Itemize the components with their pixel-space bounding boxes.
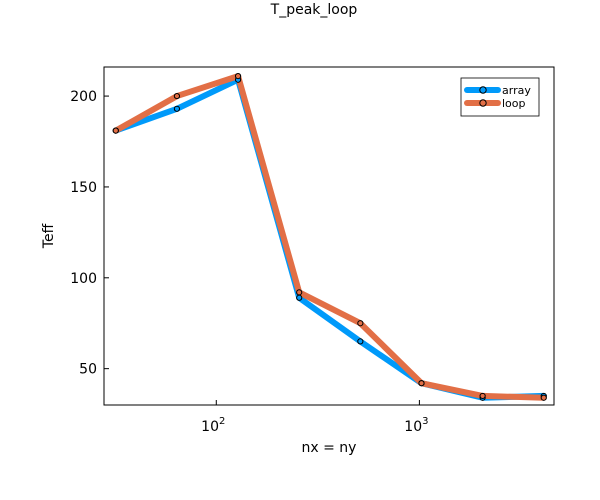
series-line-loop [112,73,547,401]
legend-marker-array [479,86,487,94]
x-tick-base: 10 [201,419,219,435]
data-point-loop [112,127,119,134]
y-tick-label: 100 [70,271,97,287]
y-tick-label: 150 [70,180,97,196]
data-point-array [357,338,364,345]
x-axis-label: nx = ny [302,440,357,456]
data-point-loop [540,394,547,401]
data-point-loop [357,320,364,327]
x-axis-ticks: 102 103 [201,400,428,435]
data-point-loop [479,392,486,400]
legend-box [460,77,540,117]
y-axis-ticks: 50 100 150 200 [70,89,109,378]
chart-title: T_peak_loop [270,2,358,18]
plot-frame [103,66,555,406]
series-layer [112,72,547,401]
x-tick-label: 103 [404,416,428,435]
series-line-array [112,76,547,401]
data-point-array [173,105,181,112]
x-tick-exponent: 2 [219,416,225,427]
x-tick-base: 10 [404,419,422,435]
y-tick-label: 50 [79,362,97,378]
x-tick-exponent: 3 [422,416,428,427]
x-tick-label: 102 [201,416,225,435]
data-point-loop [173,92,181,100]
y-tick-label: 200 [70,89,97,105]
legend-label-loop: loop [502,97,526,110]
data-point-loop [418,380,425,387]
legend-label-array: array [502,84,531,97]
legend-marker-loop [479,99,487,107]
data-point-loop [234,72,242,80]
y-axis-label: Teff [41,223,57,249]
data-point-loop [296,289,303,296]
data-point-array [296,294,303,301]
